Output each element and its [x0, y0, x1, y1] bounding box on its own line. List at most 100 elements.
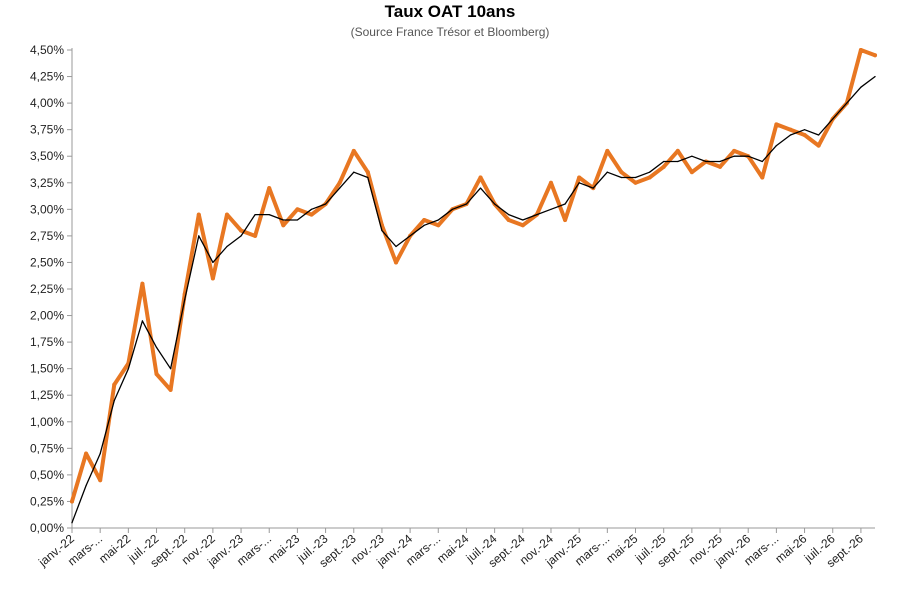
- data-point: [253, 233, 258, 238]
- x-tick-label: mai-25: [603, 531, 640, 566]
- data-point: [732, 148, 737, 153]
- data-point: [451, 208, 453, 210]
- data-point: [605, 148, 610, 153]
- y-tick-label: 4,50%: [30, 43, 64, 57]
- data-point: [422, 217, 427, 222]
- data-point: [818, 134, 820, 136]
- data-point: [832, 118, 834, 120]
- data-point: [536, 214, 538, 216]
- data-point: [661, 164, 666, 169]
- data-point: [309, 212, 314, 217]
- data-point: [99, 453, 101, 455]
- data-point: [578, 182, 580, 184]
- y-tick-label: 0,75%: [30, 441, 64, 455]
- data-point: [689, 170, 694, 175]
- data-point: [127, 368, 129, 370]
- data-point: [691, 155, 693, 157]
- y-tick-label: 2,75%: [30, 229, 64, 243]
- data-point: [212, 261, 214, 264]
- data-point: [239, 228, 244, 233]
- data-point: [747, 155, 749, 157]
- data-point: [760, 175, 765, 180]
- data-point: [353, 171, 355, 173]
- data-point: [85, 484, 87, 487]
- data-point: [860, 86, 862, 88]
- x-tick-label: mai-26: [772, 531, 809, 566]
- data-point: [548, 180, 553, 185]
- data-point: [365, 170, 370, 175]
- data-point: [168, 387, 173, 392]
- data-point: [226, 245, 228, 248]
- data-point: [663, 160, 665, 163]
- data-point: [761, 160, 763, 163]
- data-point: [98, 478, 103, 483]
- y-tick-label: 3,00%: [30, 202, 64, 216]
- data-point: [550, 208, 552, 210]
- data-point: [478, 175, 483, 180]
- data-point: [506, 217, 511, 222]
- y-tick-label: 1,00%: [30, 415, 64, 429]
- data-point: [71, 522, 73, 524]
- y-tick-label: 3,25%: [30, 176, 64, 190]
- y-tick-label: 1,75%: [30, 335, 64, 349]
- y-tick-label: 2,25%: [30, 282, 64, 296]
- data-point: [240, 235, 242, 237]
- data-point: [141, 320, 144, 322]
- y-tick-label: 2,00%: [30, 309, 64, 323]
- data-point: [774, 122, 779, 127]
- data-point: [634, 176, 637, 179]
- data-point: [705, 160, 707, 163]
- data-point: [789, 134, 792, 136]
- data-point: [337, 180, 342, 185]
- data-point: [113, 399, 115, 402]
- chart-title: Taux OAT 10ans: [384, 2, 516, 21]
- data-point: [184, 299, 186, 301]
- data-point: [436, 223, 441, 228]
- data-point: [816, 143, 821, 148]
- data-point: [873, 53, 877, 58]
- y-tick-label: 0,00%: [30, 521, 64, 535]
- data-point: [858, 48, 863, 52]
- data-point: [733, 155, 735, 157]
- chart-subtitle: (Source France Trésor et Bloomberg): [350, 25, 550, 39]
- data-point: [367, 176, 369, 179]
- data-point: [268, 214, 270, 216]
- data-point: [874, 75, 876, 78]
- data-point: [423, 224, 425, 226]
- data-point: [677, 160, 679, 163]
- data-point: [170, 368, 172, 370]
- data-point: [718, 164, 723, 169]
- data-point: [351, 148, 356, 153]
- data-point: [619, 170, 624, 175]
- y-tick-label: 1,25%: [30, 388, 64, 402]
- data-point: [802, 132, 807, 137]
- y-tick-label: 4,00%: [30, 96, 64, 110]
- data-point: [154, 371, 159, 376]
- data-point: [564, 203, 566, 205]
- data-point: [633, 180, 638, 185]
- data-point: [381, 229, 383, 232]
- data-point: [267, 186, 272, 191]
- data-point: [84, 451, 89, 456]
- data-point: [577, 175, 582, 180]
- data-point: [296, 219, 299, 221]
- data-point: [409, 235, 411, 237]
- y-tick-label: 0,25%: [30, 494, 64, 508]
- data-point: [254, 214, 256, 216]
- x-tick-label: mai-24: [434, 531, 471, 566]
- data-point: [648, 171, 651, 173]
- y-tick-label: 0,50%: [30, 468, 64, 482]
- data-point: [155, 346, 158, 349]
- data-point: [437, 219, 439, 221]
- data-point: [224, 212, 229, 217]
- y-tick-label: 1,50%: [30, 362, 64, 376]
- data-point: [198, 235, 200, 237]
- data-point: [592, 187, 594, 189]
- x-tick-label: mai-22: [96, 531, 133, 566]
- y-tick-label: 4,25%: [30, 70, 64, 84]
- data-point: [196, 212, 201, 217]
- data-point: [788, 127, 793, 132]
- data-point: [563, 217, 568, 222]
- data-point: [395, 245, 397, 248]
